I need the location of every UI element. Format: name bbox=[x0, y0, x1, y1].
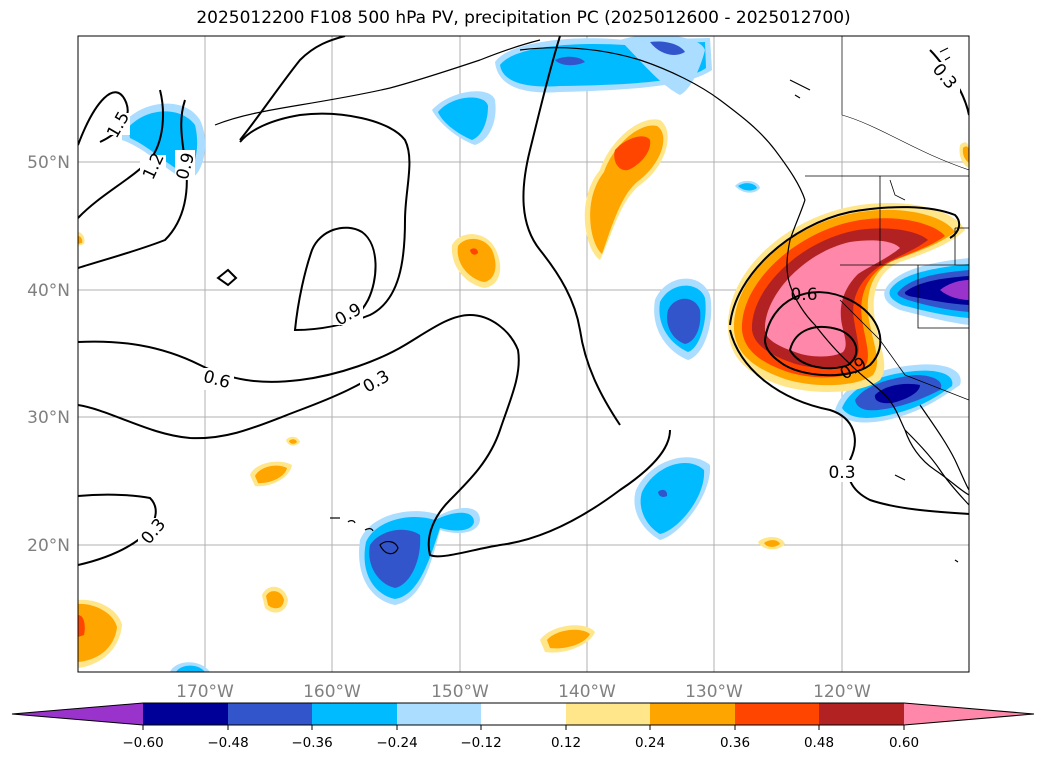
lat-label-30n: 30°N bbox=[27, 408, 70, 428]
colorbar: −0.60 −0.48 −0.36 −0.24 −0.12 0.12 0.24 … bbox=[11, 702, 1035, 751]
lon-label-140w: 140°W bbox=[558, 682, 616, 702]
pv-contour-0.3-south bbox=[78, 493, 157, 566]
contour-label-0.6-b: 0.6 bbox=[790, 285, 817, 305]
pv-contour-0.3-central bbox=[78, 371, 381, 440]
colorbar-label-9: 0.60 bbox=[889, 735, 919, 751]
lon-label-170w: 170°W bbox=[176, 682, 234, 702]
colorbar-bin-zero bbox=[481, 703, 566, 725]
lon-label-120w: 120°W bbox=[813, 682, 871, 702]
lat-label-50n: 50°N bbox=[27, 153, 70, 173]
map-title: 2025012200 F108 500 hPa PV, precipitatio… bbox=[196, 8, 851, 28]
lat-label-20n: 20°N bbox=[27, 536, 70, 556]
pv-contour-ring-inner bbox=[763, 291, 882, 377]
colorbar-label-4: −0.12 bbox=[460, 735, 501, 751]
colorbar-bin-neg012 bbox=[397, 703, 481, 725]
precip-negative-anomalies bbox=[122, 36, 969, 672]
colorbar-bin-pos048 bbox=[819, 703, 904, 725]
colorbar-label-5: 0.12 bbox=[551, 735, 581, 751]
lon-label-130w: 130°W bbox=[685, 682, 743, 702]
map-frame bbox=[77, 35, 970, 673]
map-layers: 1.5 1.2 0.9 0.9 0.6 0.3 0.3 0.6 0.9 0.3 … bbox=[78, 36, 969, 672]
pv-contour-0.6 bbox=[78, 313, 671, 558]
pv-contours bbox=[78, 36, 969, 566]
lon-label-150w: 150°W bbox=[431, 682, 489, 702]
pv-contour-0.9-west bbox=[78, 36, 346, 269]
colorbar-label-6: 0.24 bbox=[635, 735, 665, 751]
colorbar-bin-neg036 bbox=[228, 703, 312, 725]
pv-contour-0.6-north bbox=[522, 36, 621, 426]
colorbar-bin-pos024 bbox=[650, 703, 735, 725]
colorbar-extend-high bbox=[904, 703, 1034, 725]
pv-contour-california bbox=[729, 206, 961, 326]
lon-label-160w: 160°W bbox=[303, 682, 361, 702]
colorbar-bin-pos012 bbox=[566, 703, 650, 725]
colorbar-label-7: 0.36 bbox=[720, 735, 750, 751]
colorbar-label-8: 0.48 bbox=[804, 735, 834, 751]
colorbar-ticks bbox=[142, 725, 905, 730]
pv-contour-0.3-east bbox=[729, 329, 969, 515]
colorbar-label-2: −0.36 bbox=[291, 735, 332, 751]
pv-contour-labels: 1.5 1.2 0.9 0.9 0.6 0.3 0.3 0.6 0.9 0.3 … bbox=[103, 60, 960, 549]
contour-label-0.3-c: 0.3 bbox=[828, 463, 855, 483]
colorbar-tick-labels: −0.60 −0.48 −0.36 −0.24 −0.12 0.12 0.24 … bbox=[122, 735, 919, 751]
colorbar-bin-neg024 bbox=[312, 703, 397, 725]
lat-label-40n: 40°N bbox=[27, 281, 70, 301]
colorbar-label-0: −0.60 bbox=[122, 735, 163, 751]
colorbar-label-3: −0.24 bbox=[376, 735, 417, 751]
colorbar-label-1: −0.48 bbox=[207, 735, 248, 751]
coastlines bbox=[214, 36, 969, 563]
longitude-labels: 170°W 160°W 150°W 140°W 130°W 120°W bbox=[176, 682, 871, 702]
latitude-labels: 50°N 40°N 30°N 20°N bbox=[27, 153, 70, 556]
pv-contour-ring-small bbox=[788, 325, 858, 370]
colorbar-bin-pos036 bbox=[735, 703, 819, 725]
colorbar-extend-low bbox=[12, 703, 143, 725]
colorbar-bin-neg048 bbox=[143, 703, 228, 725]
